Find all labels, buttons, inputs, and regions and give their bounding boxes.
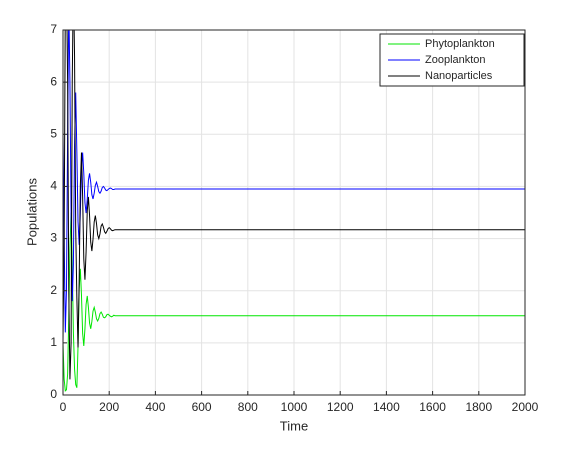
y-tick-label: 2 (50, 283, 57, 297)
x-tick-label: 1800 (465, 400, 492, 414)
x-tick-label: 600 (192, 400, 212, 414)
y-tick-label: 6 (50, 74, 57, 88)
x-tick-label: 800 (238, 400, 258, 414)
legend-label: Nanoparticles (425, 70, 493, 82)
x-tick-label: 2000 (512, 400, 539, 414)
x-tick-label: 1400 (373, 400, 400, 414)
x-tick-label: 1600 (419, 400, 446, 414)
x-tick-label: 1000 (281, 400, 308, 414)
y-tick-label: 3 (50, 231, 57, 245)
y-tick-label: 1 (50, 335, 57, 349)
x-axis-label: Time (280, 418, 308, 433)
y-tick-label: 7 (50, 22, 57, 36)
y-axis-label: Populations (24, 178, 39, 246)
x-tick-label: 200 (99, 400, 119, 414)
series-line (63, 30, 525, 380)
x-tick-label: 0 (60, 400, 67, 414)
x-tick-label: 1200 (327, 400, 354, 414)
y-tick-label: 5 (50, 126, 57, 140)
legend-label: Zooplankton (425, 54, 486, 66)
y-tick-label: 0 (50, 387, 57, 401)
x-tick-label: 400 (145, 400, 165, 414)
y-tick-label: 4 (50, 179, 57, 193)
legend-label: Phytoplankton (425, 38, 495, 50)
